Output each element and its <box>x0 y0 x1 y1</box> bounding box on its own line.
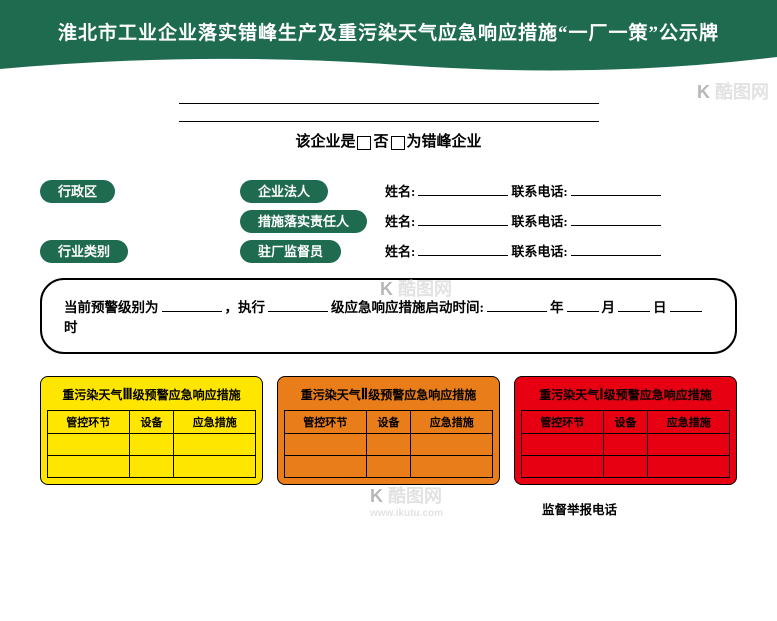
pill-industry: 行业类别 <box>40 240 128 263</box>
field-phone[interactable] <box>571 181 661 196</box>
header-banner: 淮北市工业企业落实错峰生产及重污染天气应急响应措施“一厂一策”公示牌 <box>0 0 777 80</box>
field-hour[interactable] <box>670 297 702 312</box>
field-name[interactable] <box>418 241 508 256</box>
label-name: 姓名: <box>385 181 415 200</box>
pill-supervisor: 驻厂监督员 <box>240 240 341 263</box>
th: 管控环节 <box>48 411 130 434</box>
field-day[interactable] <box>618 297 650 312</box>
card-level-3: 重污染天气Ⅲ级预警应急响应措施 管控环节设备应急措施 <box>40 376 263 485</box>
card-table: 管控环节设备应急措施 <box>521 410 730 478</box>
th: 设备 <box>366 411 411 434</box>
card-title: 重污染天气Ⅱ级预警应急响应措施 <box>284 385 493 404</box>
card-table: 管控环节设备应急措施 <box>47 410 256 478</box>
card-table: 管控环节设备应急措施 <box>284 410 493 478</box>
pill-legal-person: 企业法人 <box>240 180 328 203</box>
th: 应急措施 <box>174 411 256 434</box>
field-name[interactable] <box>418 181 508 196</box>
header-title: 淮北市工业企业落实错峰生产及重污染天气应急响应措施“一厂一策”公示牌 <box>0 0 777 45</box>
cb-suffix: 为错峰企业 <box>407 134 482 150</box>
field-phone[interactable] <box>571 241 661 256</box>
field-year[interactable] <box>487 297 547 312</box>
field-exec-level[interactable] <box>268 297 328 312</box>
field-name[interactable] <box>418 211 508 226</box>
th: 设备 <box>129 411 174 434</box>
label-phone: 联系电话: <box>511 211 567 230</box>
page: 淮北市工业企业落实错峰生产及重污染天气应急响应措施“一厂一策”公示牌 K 酷图网… <box>0 0 777 621</box>
card-title: 重污染天气Ⅰ级预警应急响应措施 <box>521 385 730 404</box>
label-phone: 联系电话: <box>511 241 567 260</box>
cb-prefix: 该企业是 <box>295 134 355 150</box>
blank-line-row <box>40 108 737 122</box>
alert-m: 月 <box>602 300 616 315</box>
pill-measure-owner: 措施落实责任人 <box>240 210 367 233</box>
card-level-2: 重污染天气Ⅱ级预警应急响应措施 管控环节设备应急措施 <box>277 376 500 485</box>
pill-district: 行政区 <box>40 180 115 203</box>
info-row: 行业类别 驻厂监督员 姓名: 联系电话: <box>40 241 737 260</box>
alert-text: ，执行 <box>225 300 266 315</box>
alert-h: 时 <box>64 320 78 335</box>
cb-mid: 否 <box>373 134 388 150</box>
th: 设备 <box>603 411 648 434</box>
th: 管控环节 <box>522 411 604 434</box>
th: 管控环节 <box>285 411 367 434</box>
card-level-1: 重污染天气Ⅰ级预警应急响应措施 管控环节设备应急措施 <box>514 376 737 485</box>
alert-y: 年 <box>550 300 564 315</box>
alert-box: 当前预警级别为 ，执行 级应急响应措施启动时间: 年 月 日时 <box>40 278 737 354</box>
field-month[interactable] <box>567 297 599 312</box>
th: 应急措施 <box>411 411 493 434</box>
enterprise-type-line: 该企业是 否 为错峰企业 <box>40 130 737 151</box>
content: 该企业是 否 为错峰企业 行政区 企业法人 姓名: 联系电话: 措施落实责任人 姓名… <box>0 80 777 528</box>
info-row: 行政区 企业法人 姓名: 联系电话: <box>40 181 737 200</box>
info-grid: 行政区 企业法人 姓名: 联系电话: 措施落实责任人 姓名: 联系电话: 行业类… <box>40 181 737 260</box>
field-phone[interactable] <box>571 211 661 226</box>
checkbox-no[interactable] <box>391 136 405 150</box>
alert-d: 日 <box>653 300 667 315</box>
alert-text: 当前预警级别为 <box>64 300 159 315</box>
alert-text: 级应急响应措施启动时间: <box>331 300 484 315</box>
th: 应急措施 <box>648 411 730 434</box>
label-name: 姓名: <box>385 211 415 230</box>
header-wave <box>0 51 777 80</box>
field-alert-level[interactable] <box>162 297 222 312</box>
card-title: 重污染天气Ⅲ级预警应急响应措施 <box>47 385 256 404</box>
label-phone: 联系电话: <box>511 181 567 200</box>
info-row: 措施落实责任人 姓名: 联系电话: <box>40 211 737 230</box>
checkbox-yes[interactable] <box>357 136 371 150</box>
cards-row: 重污染天气Ⅲ级预警应急响应措施 管控环节设备应急措施 重污染天气Ⅱ级预警应急响应… <box>40 376 737 485</box>
blank-line-row <box>40 90 737 104</box>
footer-note: 监督举报电话 <box>40 499 737 518</box>
label-name: 姓名: <box>385 241 415 260</box>
